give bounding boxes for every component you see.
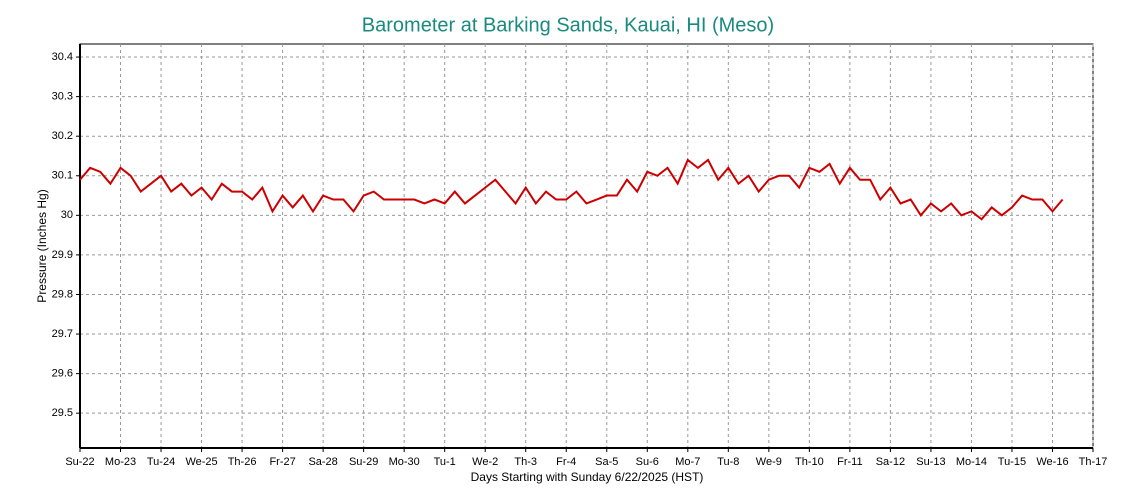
y-tick-label: 29.7 [52, 328, 73, 340]
x-tick-label: Tu-24 [147, 456, 175, 468]
x-tick-label: Tu-15 [998, 456, 1026, 468]
x-tick-label: Th-3 [514, 456, 537, 468]
x-tick-label: Sa-12 [876, 456, 905, 468]
x-tick-label: We-25 [185, 456, 217, 468]
x-tick-label: Th-17 [1079, 456, 1108, 468]
x-tick-label: Sa-5 [595, 456, 618, 468]
x-tick-label: We-16 [1036, 456, 1068, 468]
x-axis-title: Days Starting with Sunday 6/22/2025 (HST… [471, 470, 704, 484]
x-tick-label: Su-22 [65, 456, 94, 468]
x-tick-label: Su-6 [636, 456, 659, 468]
x-tick-label: Sa-28 [308, 456, 337, 468]
y-tick-label: 29.8 [52, 288, 73, 300]
y-axis-title: Pressure (Inches Hg) [35, 189, 49, 302]
y-tick-label: 30.1 [52, 170, 73, 182]
plot-area [79, 43, 1094, 449]
y-tick-label: 30.3 [52, 91, 73, 103]
x-tick-label: Th-26 [228, 456, 257, 468]
x-tick-label: Fr-27 [269, 456, 295, 468]
x-tick-label: Mo-14 [956, 456, 987, 468]
x-tick-label: We-9 [756, 456, 782, 468]
x-tick-label: Tu-1 [434, 456, 456, 468]
x-tick-label: Th-10 [795, 456, 824, 468]
x-tick-label: Fr-4 [556, 456, 576, 468]
y-tick-label: 30 [61, 209, 73, 221]
x-tick-label: Su-13 [916, 456, 945, 468]
x-tick-label: Su-29 [349, 456, 378, 468]
x-tick-label: Tu-8 [717, 456, 739, 468]
x-tick-label: We-2 [472, 456, 498, 468]
y-tick-label: 29.9 [52, 249, 73, 261]
y-tick-label: 30.4 [52, 51, 73, 63]
x-tick-label: Fr-11 [837, 456, 862, 468]
data-line [79, 158, 1064, 221]
x-tick-label: Mo-23 [105, 456, 136, 468]
x-tick-label: Mo-7 [675, 456, 700, 468]
y-tick-label: 29.6 [52, 368, 73, 380]
chart-title: Barometer at Barking Sands, Kauai, HI (M… [362, 14, 774, 36]
y-tick-label: 30.2 [52, 130, 73, 142]
x-tick-label: Mo-30 [389, 456, 420, 468]
y-tick-label: 29.5 [52, 407, 73, 419]
